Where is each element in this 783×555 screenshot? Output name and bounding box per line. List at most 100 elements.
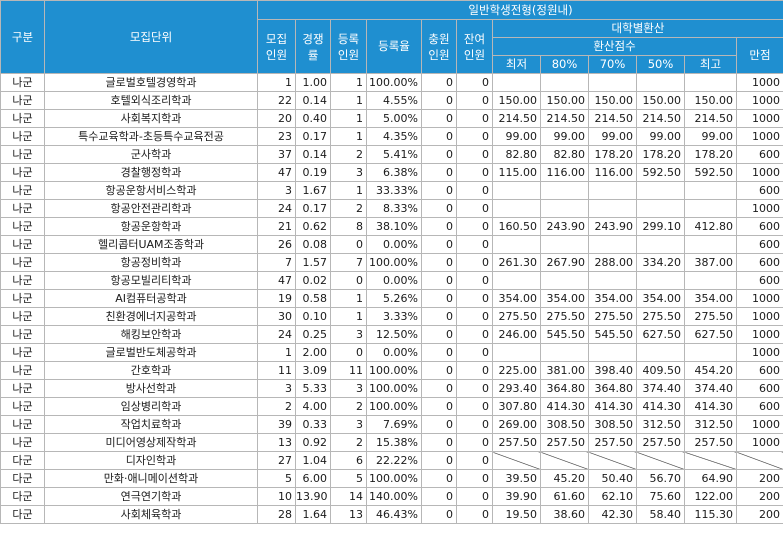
cell-recruit: 37 xyxy=(257,145,296,164)
cell-gubun: 나군 xyxy=(0,415,45,434)
cell-max: 122.00 xyxy=(684,487,737,506)
cell-competition: 1.67 xyxy=(295,181,331,200)
cell-p70 xyxy=(588,343,637,362)
cell-unit: 헬리콥터UAM조종학과 xyxy=(44,235,258,254)
cell-p70: 288.00 xyxy=(588,253,637,272)
cell-p80: 308.50 xyxy=(540,415,589,434)
cell-remaining: 0 xyxy=(456,469,493,488)
cell-gubun: 나군 xyxy=(0,271,45,290)
header-gubun: 구분 xyxy=(0,0,45,74)
cell-reg-rate: 100.00% xyxy=(366,397,422,416)
cell-registered: 2 xyxy=(330,199,367,218)
cell-max: 627.50 xyxy=(684,325,737,344)
header-registered: 등록 인원 xyxy=(330,19,367,74)
cell-extra: 0 xyxy=(421,361,457,380)
cell-p70 xyxy=(588,73,637,92)
header-min: 최저 xyxy=(492,55,541,74)
table-row: 나군 해킹보안학과 24 0.25 3 12.50% 0 0 246.00 545.50 545.5… xyxy=(0,325,783,344)
cell-extra: 0 xyxy=(421,73,457,92)
cell-min: 39.90 xyxy=(492,487,541,506)
cell-competition: 0.10 xyxy=(295,307,331,326)
cell-max xyxy=(684,235,737,254)
cell-p50 xyxy=(636,181,685,200)
cell-remaining: 0 xyxy=(456,181,493,200)
cell-recruit: 19 xyxy=(257,289,296,308)
cell-p80 xyxy=(540,235,589,254)
cell-reg-rate: 100.00% xyxy=(366,379,422,398)
cell-remaining: 0 xyxy=(456,307,493,326)
cell-gubun: 다군 xyxy=(0,451,45,470)
cell-max xyxy=(684,181,737,200)
cell-p50 xyxy=(636,73,685,92)
cell-unit: 글로벌반도체공학과 xyxy=(44,343,258,362)
cell-p70: 308.50 xyxy=(588,415,637,434)
cell-p70: 364.80 xyxy=(588,379,637,398)
cell-recruit: 5 xyxy=(257,469,296,488)
cell-p50: 592.50 xyxy=(636,163,685,182)
table-row: 나군 미디어영상제작학과 13 0.92 2 15.38% 0 0 257.50 257.50 25… xyxy=(0,433,783,452)
cell-p70: 99.00 xyxy=(588,127,637,146)
cell-recruit: 7 xyxy=(257,253,296,272)
cell-p50: 58.40 xyxy=(636,505,685,524)
header-p70: 70% xyxy=(588,55,637,74)
table-row: 나군 특수교육학과-초등특수교육전공 23 0.17 1 4.35% 0 0 99.00 99.0… xyxy=(0,127,783,146)
cell-p70: 398.40 xyxy=(588,361,637,380)
cell-registered: 1 xyxy=(330,181,367,200)
cell-p70: 150.00 xyxy=(588,91,637,110)
cell-extra: 0 xyxy=(421,199,457,218)
cell-min xyxy=(492,451,541,470)
cell-competition: 0.14 xyxy=(295,91,331,110)
cell-perfect: 1000 xyxy=(735,325,783,344)
cell-unit: 방사선학과 xyxy=(44,379,258,398)
cell-max: 115.30 xyxy=(684,505,737,524)
cell-unit: 특수교육학과-초등특수교육전공 xyxy=(44,127,258,146)
cell-extra: 0 xyxy=(421,163,457,182)
header-recruit: 모집 인원 xyxy=(257,19,296,74)
cell-p50: 354.00 xyxy=(636,289,685,308)
cell-perfect: 600 xyxy=(735,379,783,398)
table-row: 나군 항공안전관리학과 24 0.17 2 8.33% 0 0 1000 xyxy=(0,199,783,218)
cell-competition: 1.00 xyxy=(295,73,331,92)
cell-perfect: 600 xyxy=(735,271,783,290)
table-header: 구분 모집단위 일반학생전형(정원내) 모집 인원 경쟁 률 등록 인원 등록율… xyxy=(0,0,783,74)
cell-p80 xyxy=(540,181,589,200)
header-unit: 모집단위 xyxy=(44,0,258,74)
cell-perfect: 600 xyxy=(735,235,783,254)
cell-gubun: 나군 xyxy=(0,379,45,398)
cell-min: 275.50 xyxy=(492,307,541,326)
cell-p70: 42.30 xyxy=(588,505,637,524)
cell-max: 592.50 xyxy=(684,163,737,182)
cell-reg-rate: 0.00% xyxy=(366,343,422,362)
cell-registered: 3 xyxy=(330,379,367,398)
cell-perfect: 600 xyxy=(735,145,783,164)
cell-registered: 1 xyxy=(330,289,367,308)
cell-registered: 3 xyxy=(330,163,367,182)
cell-gubun: 나군 xyxy=(0,91,45,110)
cell-competition: 0.17 xyxy=(295,199,331,218)
cell-reg-rate: 4.35% xyxy=(366,127,422,146)
cell-recruit: 22 xyxy=(257,91,296,110)
cell-gubun: 나군 xyxy=(0,361,45,380)
cell-recruit: 24 xyxy=(257,199,296,218)
cell-competition: 3.09 xyxy=(295,361,331,380)
cell-registered: 0 xyxy=(330,271,367,290)
cell-p80: 99.00 xyxy=(540,127,589,146)
cell-perfect: 600 xyxy=(735,397,783,416)
cell-remaining: 0 xyxy=(456,235,493,254)
cell-p80: 257.50 xyxy=(540,433,589,452)
cell-p50 xyxy=(636,271,685,290)
cell-min: 246.00 xyxy=(492,325,541,344)
cell-gubun: 다군 xyxy=(0,487,45,506)
cell-p50 xyxy=(636,451,685,470)
cell-remaining: 0 xyxy=(456,217,493,236)
cell-remaining: 0 xyxy=(456,433,493,452)
cell-min: 39.50 xyxy=(492,469,541,488)
cell-recruit: 3 xyxy=(257,379,296,398)
cell-remaining: 0 xyxy=(456,163,493,182)
cell-p50: 409.50 xyxy=(636,361,685,380)
cell-unit: 경찰행정학과 xyxy=(44,163,258,182)
cell-perfect: 600 xyxy=(735,217,783,236)
cell-unit: 사회복지학과 xyxy=(44,109,258,128)
cell-reg-rate: 5.41% xyxy=(366,145,422,164)
cell-p70: 50.40 xyxy=(588,469,637,488)
